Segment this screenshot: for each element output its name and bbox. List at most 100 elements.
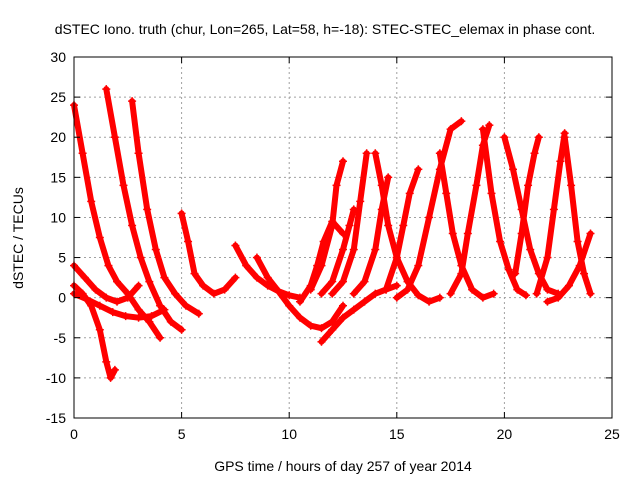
y-tick-label: 0 bbox=[58, 290, 66, 306]
data-point bbox=[377, 181, 386, 190]
y-tick-label: -5 bbox=[54, 330, 67, 346]
data-point bbox=[177, 325, 186, 334]
data-series bbox=[70, 85, 595, 382]
grid-lines bbox=[74, 57, 612, 418]
data-point bbox=[349, 289, 358, 298]
series-line bbox=[372, 150, 443, 305]
x-tick-label: 15 bbox=[389, 426, 405, 442]
data-point bbox=[147, 312, 156, 321]
data-point bbox=[102, 293, 111, 302]
data-point bbox=[446, 125, 455, 134]
data-point bbox=[166, 317, 175, 326]
data-point bbox=[349, 305, 358, 314]
data-point bbox=[285, 301, 294, 310]
y-tick-label: -10 bbox=[46, 370, 66, 386]
series-line bbox=[479, 126, 529, 299]
data-point bbox=[500, 133, 509, 142]
data-point bbox=[360, 297, 369, 306]
x-tick-label: 5 bbox=[178, 426, 186, 442]
data-point bbox=[425, 213, 434, 222]
data-point bbox=[392, 281, 401, 290]
data-point bbox=[339, 157, 347, 166]
data-point bbox=[252, 273, 261, 282]
data-point bbox=[317, 324, 326, 333]
data-point bbox=[177, 209, 186, 218]
data-point bbox=[567, 181, 576, 190]
data-point bbox=[156, 301, 165, 310]
data-point bbox=[339, 245, 347, 254]
data-point bbox=[121, 312, 130, 321]
data-point bbox=[543, 297, 552, 306]
data-point bbox=[190, 269, 199, 278]
data-point bbox=[405, 189, 414, 198]
data-point bbox=[285, 291, 294, 300]
data-point bbox=[586, 289, 595, 298]
data-point bbox=[328, 221, 337, 230]
data-point bbox=[160, 305, 169, 314]
data-point bbox=[91, 285, 100, 294]
data-point bbox=[457, 269, 466, 278]
data-point bbox=[199, 281, 208, 290]
data-point bbox=[110, 133, 119, 142]
data-point bbox=[143, 205, 152, 214]
x-tick-label: 25 bbox=[604, 426, 620, 442]
x-tick-label: 0 bbox=[70, 426, 78, 442]
data-point bbox=[104, 261, 113, 270]
series-line bbox=[129, 98, 202, 317]
y-tick-label: -15 bbox=[46, 410, 66, 426]
data-point bbox=[317, 261, 326, 270]
data-point bbox=[95, 233, 104, 242]
data-point bbox=[136, 253, 145, 262]
data-point bbox=[95, 301, 104, 310]
data-point bbox=[263, 273, 272, 282]
data-point bbox=[509, 165, 518, 174]
data-point bbox=[511, 269, 520, 278]
data-point bbox=[328, 277, 337, 286]
data-point bbox=[556, 157, 565, 166]
data-point bbox=[295, 313, 304, 322]
data-point bbox=[145, 277, 154, 286]
y-axis-label: dSTEC / TECUs bbox=[10, 187, 26, 289]
data-point bbox=[128, 221, 137, 230]
data-point bbox=[575, 261, 584, 270]
data-point bbox=[119, 181, 128, 190]
y-tick-label: 5 bbox=[58, 250, 66, 266]
data-point bbox=[463, 229, 472, 238]
data-point bbox=[524, 181, 533, 190]
data-point bbox=[349, 245, 358, 254]
data-point bbox=[384, 221, 393, 230]
data-point bbox=[485, 121, 494, 130]
data-point bbox=[194, 309, 203, 318]
data-point bbox=[446, 289, 455, 298]
data-point bbox=[242, 261, 251, 270]
data-point bbox=[382, 285, 391, 294]
data-point bbox=[306, 321, 315, 330]
data-point bbox=[526, 245, 535, 254]
data-point bbox=[113, 277, 122, 286]
y-tick-label: 25 bbox=[50, 89, 66, 105]
data-point bbox=[134, 281, 143, 290]
data-point bbox=[371, 245, 380, 254]
data-point bbox=[580, 269, 589, 278]
data-point bbox=[517, 229, 526, 238]
data-point bbox=[110, 365, 119, 374]
data-point bbox=[106, 373, 115, 382]
x-axis-label: GPS time / hours of day 257 of year 2014 bbox=[214, 458, 472, 474]
data-point bbox=[181, 301, 190, 310]
data-point bbox=[414, 165, 423, 174]
data-point bbox=[530, 149, 539, 158]
data-point bbox=[560, 133, 569, 142]
data-point bbox=[80, 273, 89, 282]
data-point bbox=[306, 285, 315, 294]
data-point bbox=[478, 293, 487, 302]
data-point bbox=[543, 253, 552, 262]
data-point bbox=[360, 277, 369, 286]
chart-title: dSTEC Iono. truth (chur, Lon=265, Lat=58… bbox=[55, 21, 595, 37]
data-point bbox=[295, 297, 304, 306]
data-point bbox=[448, 229, 457, 238]
data-point bbox=[339, 313, 347, 322]
data-point bbox=[371, 289, 380, 298]
data-point bbox=[392, 293, 401, 302]
data-point bbox=[534, 133, 543, 142]
